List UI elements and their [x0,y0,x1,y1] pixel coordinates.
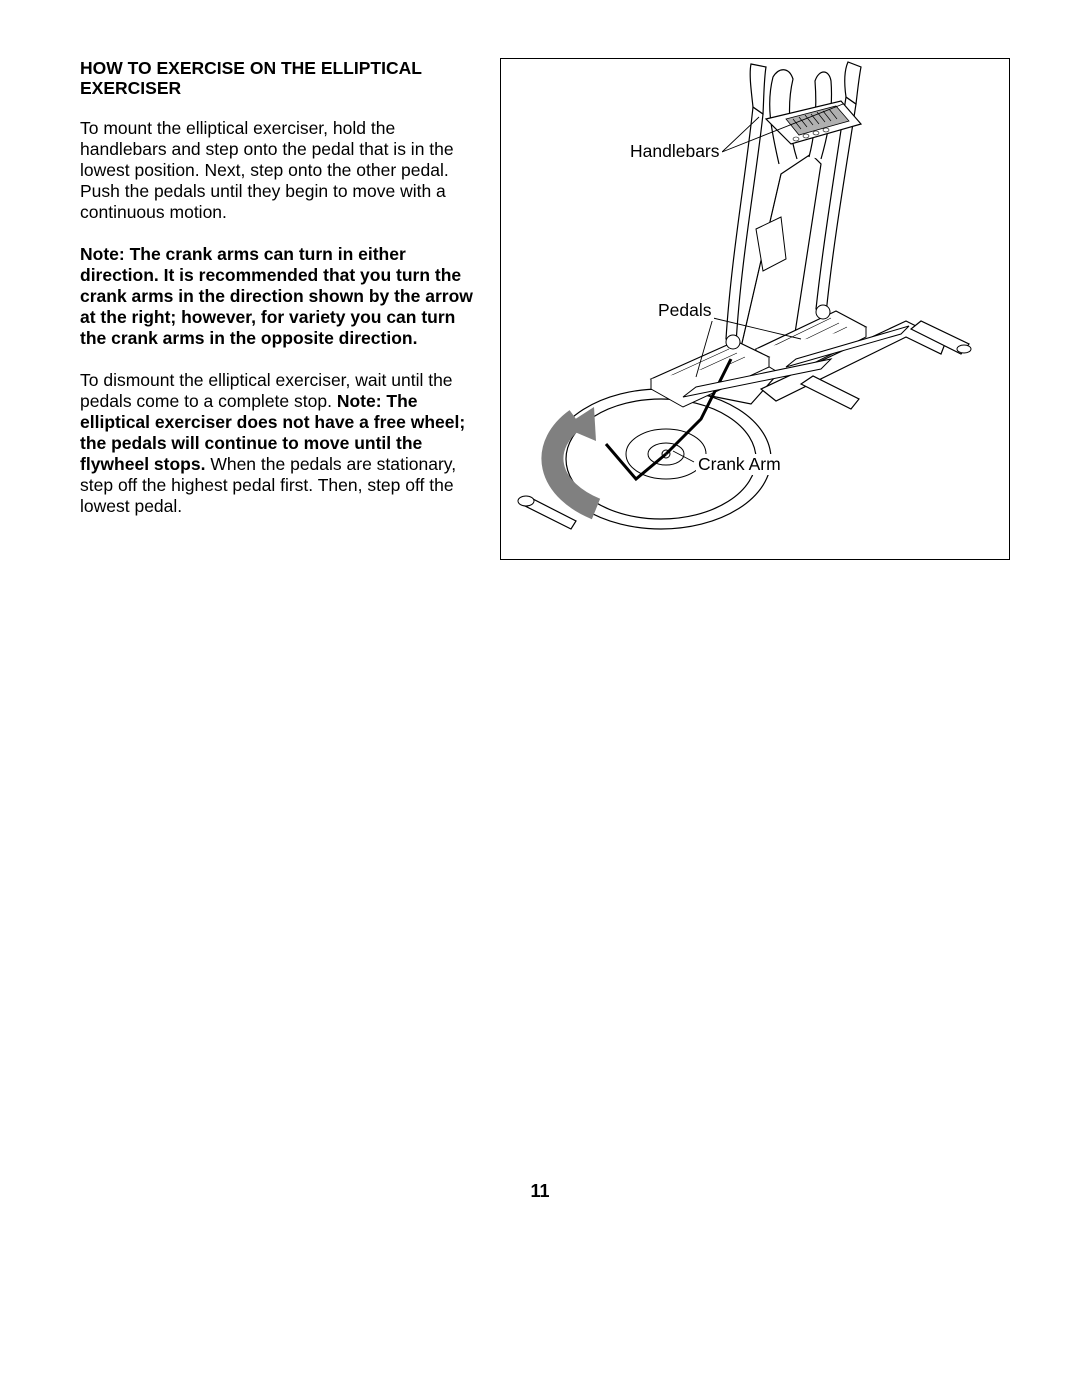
page-number: 11 [0,1181,1080,1202]
paragraph-dismount: To dismount the elliptical exerciser, wa… [80,370,480,517]
section-heading: HOW TO EXERCISE ON THE ELLIPTICAL EXERCI… [80,58,480,98]
paragraph-mount: To mount the elliptical exerciser, hold … [80,118,480,223]
left-column: HOW TO EXERCISE ON THE ELLIPTICAL EXERCI… [80,58,480,560]
paragraph-note-crank: Note: The crank arms can turn in either … [80,244,480,349]
label-crank-arm: Crank Arm [696,454,783,475]
elliptical-diagram-icon [501,59,1010,560]
label-handlebars: Handlebars [628,141,722,162]
page-content: HOW TO EXERCISE ON THE ELLIPTICAL EXERCI… [0,0,1080,560]
elliptical-figure: Handlebars Pedals Crank Arm [500,58,1010,560]
right-column: Handlebars Pedals Crank Arm [500,58,1010,560]
label-pedals: Pedals [656,300,714,321]
